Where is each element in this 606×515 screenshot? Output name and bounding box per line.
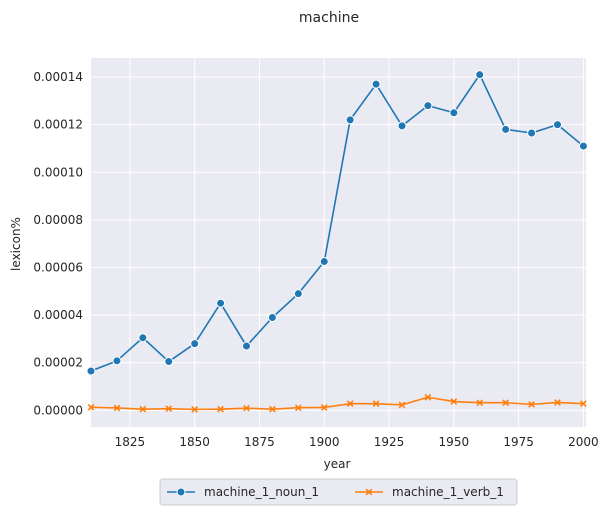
data-point [554,399,561,406]
data-point [580,400,587,408]
data-point [112,356,122,366]
data-point [165,405,173,413]
x-axis-ticks: 1825 1850 1875 1900 1925 1950 1975 2000 [115,435,599,449]
data-point [345,115,355,125]
x-tick-label: 1975 [503,435,534,449]
legend-marker [176,487,186,497]
x-tick-label: 2000 [568,435,599,449]
chart-title: machine [299,10,359,26]
y-tick-label: 0.00014 [33,70,83,84]
x-axis-label: year [324,457,351,471]
series-lines [86,70,588,413]
x-tick-label: 1875 [244,435,275,449]
data-point [293,289,303,299]
y-tick-label: 0.00012 [33,118,83,132]
data-point [450,398,458,405]
data-point [372,400,380,408]
legend: machine_1_noun_1 machine_1_verb_1 [159,478,518,506]
y-tick-label: 0.00008 [33,213,83,227]
data-point [320,404,328,411]
legend-marker [365,488,373,496]
y-tick-label: 0.00010 [33,165,83,179]
x-tick-label: 1950 [439,435,470,449]
data-point [501,124,511,134]
data-point [475,70,485,80]
data-point [502,399,510,407]
data-point [371,79,381,89]
data-point [241,341,251,351]
data-point [552,120,562,130]
y-tick-label: 0.00002 [33,356,83,370]
data-point [476,399,484,407]
data-point [269,405,276,413]
data-point [164,357,174,367]
x-tick-label: 1825 [115,435,146,449]
y-tick-label: 0.00000 [33,403,83,417]
series-line-1 [90,73,584,372]
gridlines [91,58,586,427]
y-tick-label: 0.00004 [33,308,83,322]
data-point [113,404,121,412]
data-point [294,404,302,412]
series-line-2 [90,396,584,411]
data-point [449,108,459,118]
y-tick-label: 0.00006 [33,260,83,274]
data-point [190,339,200,349]
data-point [578,141,588,151]
x-tick-label: 1900 [309,435,340,449]
data-point [527,128,537,138]
data-point [191,406,199,413]
data-point [397,121,407,131]
data-point [216,298,226,308]
y-axis-label: lexicon% [9,217,23,271]
data-point [86,366,96,376]
x-tick-label: 1850 [179,435,210,449]
x-tick-label: 1925 [374,435,405,449]
data-point [87,403,95,411]
data-point [138,333,148,343]
data-point [528,401,535,408]
data-point [243,404,250,412]
data-point [319,257,329,267]
data-point [267,312,277,322]
data-point [217,405,224,413]
legend-label: machine_1_noun_1 [204,485,319,499]
data-point [398,401,406,409]
plot-area [91,58,586,427]
data-point [139,405,147,413]
data-point [423,101,433,111]
legend-label: machine_1_verb_1 [392,485,504,499]
data-point [424,393,432,401]
legend-box [159,478,518,506]
data-point [346,400,354,408]
y-axis-ticks: 0.00000 0.00002 0.00004 0.00006 0.00008 0.000… [33,70,83,417]
